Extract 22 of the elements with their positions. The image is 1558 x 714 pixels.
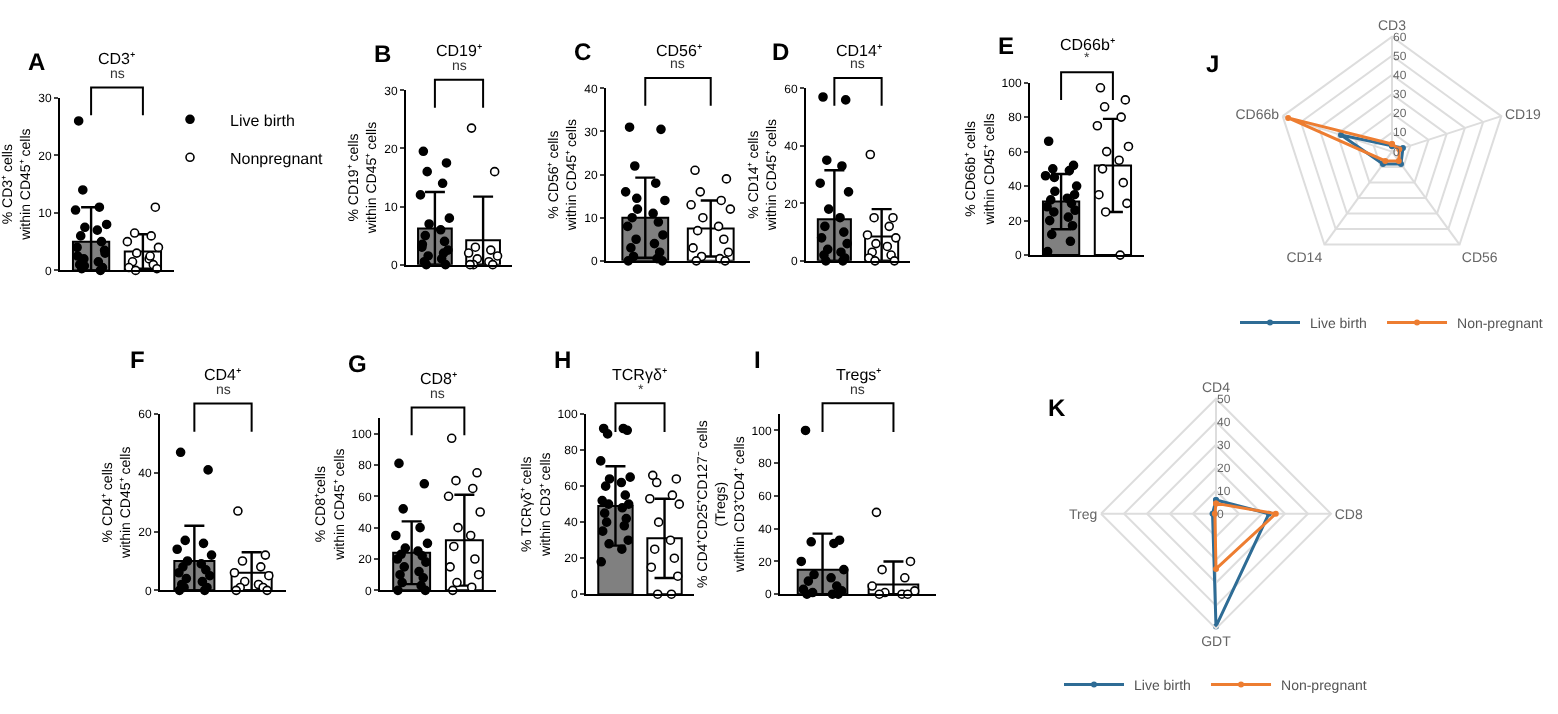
text: H bbox=[554, 346, 572, 374]
text: J bbox=[1206, 50, 1220, 78]
chart-title: Tregs⁺ bbox=[836, 366, 883, 384]
text: E bbox=[998, 32, 1015, 60]
chart-title: CD8⁺ bbox=[420, 370, 459, 388]
chart-title: CD66b⁺ bbox=[1060, 36, 1116, 54]
chart-title: CD3⁺ bbox=[98, 50, 137, 68]
text: B bbox=[374, 40, 392, 68]
text: G bbox=[348, 350, 367, 378]
legend-label: Nonpregnant bbox=[230, 149, 325, 168]
text: D bbox=[772, 38, 790, 66]
text: C bbox=[574, 38, 592, 66]
chart-title: CD19⁺ bbox=[436, 42, 483, 60]
chart-title: CD14⁺ bbox=[836, 42, 883, 60]
text: A bbox=[28, 48, 46, 76]
text: F bbox=[130, 346, 145, 374]
chart-title: CD4⁺ bbox=[204, 366, 243, 384]
chart-title: TCRγδ⁺ bbox=[612, 366, 668, 384]
legend-label: Live birth bbox=[230, 111, 295, 130]
text: I bbox=[754, 346, 761, 374]
text: K bbox=[1048, 394, 1066, 422]
chart-title: CD56⁺ bbox=[656, 42, 703, 60]
